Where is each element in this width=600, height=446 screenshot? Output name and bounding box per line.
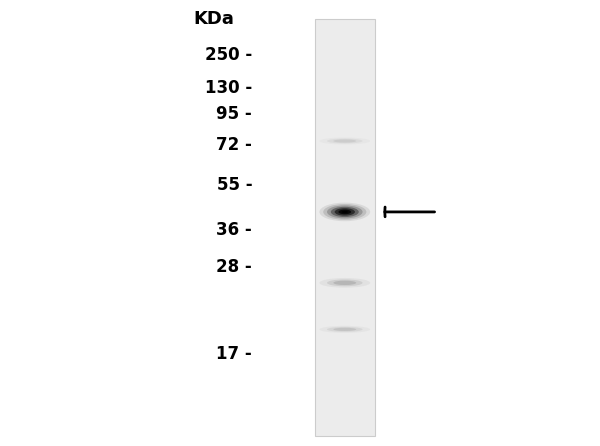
Text: 36 -: 36 -	[217, 221, 252, 239]
Ellipse shape	[331, 207, 359, 217]
Ellipse shape	[334, 140, 356, 143]
Ellipse shape	[327, 327, 362, 332]
Ellipse shape	[335, 208, 355, 216]
Ellipse shape	[327, 139, 362, 144]
Text: 72 -: 72 -	[217, 136, 252, 154]
Text: KDa: KDa	[193, 10, 234, 28]
Ellipse shape	[334, 281, 356, 285]
Text: 17 -: 17 -	[217, 345, 252, 363]
Text: 130 -: 130 -	[205, 79, 252, 97]
Ellipse shape	[342, 211, 348, 213]
Ellipse shape	[319, 278, 370, 288]
Text: 28 -: 28 -	[217, 258, 252, 277]
Ellipse shape	[319, 202, 370, 221]
Text: 250 -: 250 -	[205, 45, 252, 64]
Text: 95 -: 95 -	[217, 105, 252, 124]
Ellipse shape	[338, 210, 351, 214]
FancyBboxPatch shape	[315, 19, 374, 436]
Text: 55 -: 55 -	[217, 176, 252, 194]
Ellipse shape	[334, 328, 356, 331]
Ellipse shape	[323, 204, 367, 220]
Ellipse shape	[327, 280, 362, 286]
Ellipse shape	[327, 206, 362, 219]
